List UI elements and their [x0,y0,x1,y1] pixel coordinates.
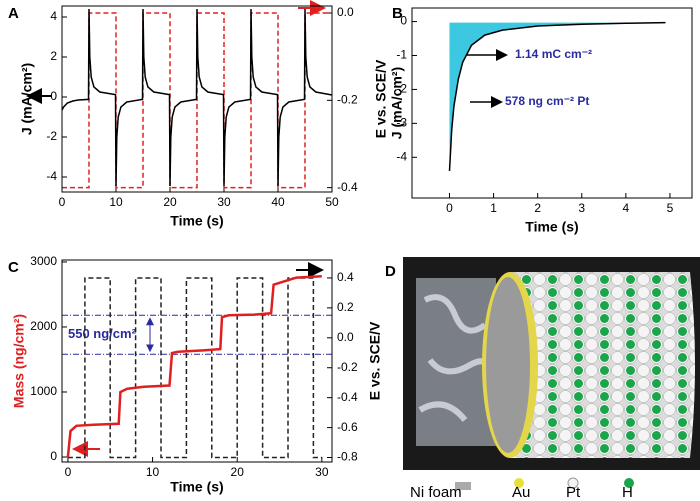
x-tick-label: 20 [163,195,177,209]
y2-tick-label: -0.4 [337,390,358,404]
y-tick-label: -4 [396,149,407,163]
y2-tick-label: -0.4 [337,180,358,194]
annotation: 1.14 mC cm⁻² [515,47,592,61]
y-axis-label: Mass (ng/cm²) [11,314,27,408]
line [66,275,322,458]
y-tick-label: 0 [400,14,407,28]
y2-tick-label: 0.0 [337,5,354,19]
legend: Ni foam Au Pt H [410,477,634,501]
illustration [403,257,700,470]
y2-tick-label: 0.2 [337,300,354,314]
line [62,12,332,189]
y2-tick-label: 0.4 [337,270,354,284]
line [448,21,666,171]
y2-axis-label: E vs. SCE/V [367,321,383,400]
y-axis-label: J (mA/cm²) [389,67,405,139]
legend-label: Au [512,484,530,501]
y-tick-label: -2 [396,82,407,96]
x-tick-label: 2 [534,201,541,215]
y-axis-label: J (mA/cm²) [19,63,35,135]
x-tick-label: 5 [667,201,674,215]
x-axis-label: Time (s) [170,213,223,229]
x-tick-label: 4 [623,201,630,215]
y2-tick-label: -0.6 [337,420,358,434]
y-tick-label: -1 [396,48,407,62]
panel-letter: C [8,259,19,276]
annotation: 550 ng/cm² [68,326,137,341]
y-tick-label: 2 [50,49,57,63]
y-tick-label: 2000 [30,319,57,333]
y2-tick-label: 0.0 [337,330,354,344]
x-tick-label: 1 [490,201,497,215]
y-tick-label: 0 [50,89,57,103]
y-tick-label: -4 [46,169,57,183]
y2-axis-label: E vs. SCE/V [373,59,389,138]
x-tick-label: 30 [217,195,231,209]
y-tick-label: 0 [50,449,57,463]
panel-letter: D [385,263,396,280]
y-tick-label: 4 [50,9,57,23]
annotation: 578 ng cm⁻² Pt [505,94,589,108]
x-tick-label: 50 [325,195,339,209]
plot-frame [61,259,333,463]
y2-tick-label: -0.2 [337,360,358,374]
x-tick-label: 0 [59,195,66,209]
legend-label: H [622,484,633,501]
x-axis-label: Time (s) [525,219,578,235]
x-axis-label: Time (s) [170,479,223,495]
x-tick-label: 3 [578,201,585,215]
x-tick-label: 40 [271,195,285,209]
x-tick-label: 10 [109,195,123,209]
y-tick-label: 1000 [30,384,57,398]
legend-label: Ni foam [410,484,462,501]
area [449,22,666,171]
x-tick-label: 20 [231,465,245,479]
y2-tick-label: -0.8 [337,450,358,464]
x-tick-label: 0 [65,465,72,479]
plot-frame [411,7,693,199]
x-tick-label: 10 [146,465,160,479]
y2-tick-label: -0.2 [337,92,358,106]
y-tick-label: 3000 [30,254,57,268]
panel-letter: A [8,5,19,22]
y-tick-label: -3 [396,116,407,130]
plot-frame [61,5,333,193]
panel-letter: B [392,5,403,22]
line [67,277,322,459]
x-tick-label: 0 [446,201,453,215]
legend-label: Pt [566,484,581,501]
x-tick-label: 30 [315,465,329,479]
line [61,8,333,187]
y-tick-label: -2 [46,129,57,143]
